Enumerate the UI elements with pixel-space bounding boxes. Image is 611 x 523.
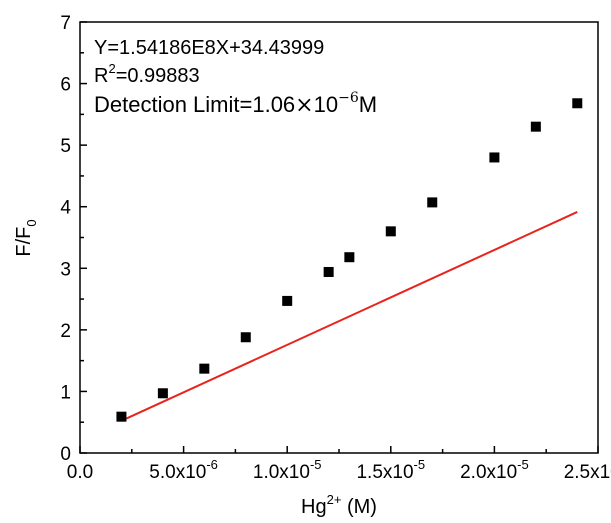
data-point [199,363,210,374]
y-tick-label: 3 [60,259,71,280]
data-point [157,388,168,399]
x-tick-labels: 0.0 5.0x10-6 1.0x10-5 1.5x10-5 2.0x10-5 2.5x1… [67,457,611,483]
x-tick-label: 0.0 [67,462,93,483]
y-axis-title: F/F0 [13,219,39,256]
y-tick-labels: 0 1 2 3 4 5 6 7 [60,13,71,465]
data-point [385,226,396,237]
data-points [116,98,583,422]
data-point [530,121,541,132]
y-tick-label: 4 [60,198,71,219]
data-point [572,98,583,109]
x-tick-label: 2.5x10-5 [564,457,611,483]
y-tick-label: 7 [60,13,71,34]
y-tick-label: 6 [60,75,71,96]
fit-line [121,211,578,422]
data-point [323,266,334,277]
x-axis-title: Hg2+ (M) [301,492,377,518]
data-point [240,332,251,343]
data-point [489,152,500,163]
regression-equation: Y=1.54186E8X+34.43999 [94,37,324,59]
x-tick-label: 1.0x10-5 [253,457,322,483]
axis-ticks [79,21,599,454]
x-tick-label: 2.0x10-5 [460,457,529,483]
y-tick-label: 0 [60,444,71,465]
x-tick-label: 5.0x10-6 [149,457,218,483]
r-squared-value: R2=0.99883 [94,61,200,87]
data-point [427,197,438,208]
data-point [116,411,127,422]
y-tick-label: 2 [60,321,71,342]
y-tick-label: 1 [60,382,71,403]
data-point [282,295,293,306]
x-tick-label: 1.5x10-5 [356,457,425,483]
data-point [344,252,355,263]
detection-limit: Detection Limit=1.06×10−6M [94,90,377,118]
y-tick-label: 5 [60,136,71,157]
